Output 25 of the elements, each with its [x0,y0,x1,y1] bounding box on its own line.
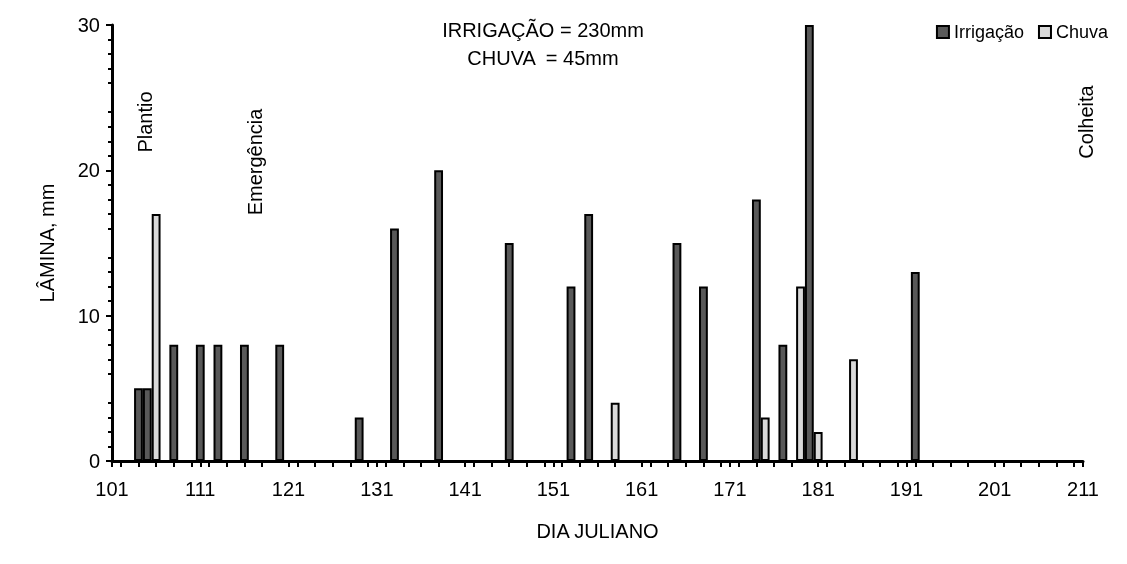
annotation: Plantio [134,91,156,153]
annotation: Emergência [244,107,266,216]
y-tick-label: 20 [77,159,100,182]
y-axis-title: LÂMINA, mm [36,183,58,303]
legend-label: Irrigação [953,22,1024,42]
x-tick-label: 111 [185,478,216,500]
annotation: CHUVA = 45mm [467,47,619,69]
x-tick-label: 101 [95,478,129,500]
x-tick-label: 201 [978,478,1012,500]
x-tick-label: 171 [713,478,747,500]
y-tick-label: 30 [77,14,100,36]
x-tick-label: 121 [271,478,306,500]
x-tick-label: 161 [624,478,659,500]
y-tick-label: 0 [88,450,100,472]
x-tick-label: 141 [448,478,482,500]
x-tick-label: 181 [801,478,835,500]
y-tick-label: 10 [77,304,100,327]
legend-label: Chuva [1055,22,1109,42]
annotation: Colheita [1075,84,1097,159]
x-tick-label: 191 [889,478,924,500]
x-tick-label: 131 [360,478,394,500]
x-tick-label: 211 [1067,478,1099,500]
x-tick-label: 151 [536,478,571,500]
annotation: IRRIGAÇÃO = 230mm [442,18,644,41]
x-axis-title: DIA JULIANO [536,520,659,542]
